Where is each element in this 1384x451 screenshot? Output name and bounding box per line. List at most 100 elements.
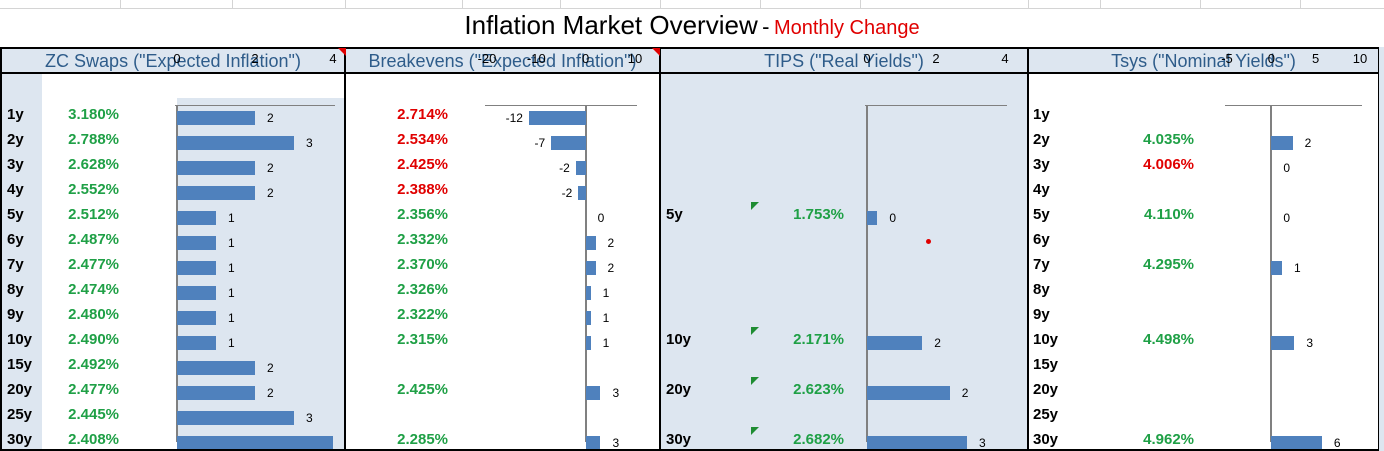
tenor-label: 5y	[1033, 206, 1050, 223]
tenor-label: 9y	[7, 306, 24, 323]
axis-tick-label: -20	[477, 51, 497, 66]
tenor-label: 20y	[1033, 381, 1059, 398]
rate-value: 2.682%	[793, 431, 844, 448]
rate-value: 2.388%	[397, 181, 448, 198]
bar-10y	[1271, 336, 1295, 350]
bar-value-label: 1	[602, 286, 610, 300]
bar-value-label: 3	[306, 411, 313, 425]
rate-value: 2.171%	[793, 331, 844, 348]
note-flag-icon[interactable]	[751, 327, 759, 335]
gridline	[0, 8, 1384, 9]
rate-value: 2.322%	[397, 306, 448, 323]
rate-value: 4.295%	[1143, 256, 1194, 273]
rate-value: 2.370%	[397, 256, 448, 273]
bar-value-label: 1	[1293, 261, 1301, 275]
rate-value: 4.035%	[1143, 131, 1194, 148]
note-flag-icon[interactable]	[751, 202, 759, 210]
bar-value-label: 1	[602, 311, 610, 325]
gridline	[1200, 0, 1201, 8]
axis-tick-label: 0	[173, 51, 181, 66]
bar-8y	[585, 286, 591, 300]
tenor-label: 15y	[7, 356, 33, 373]
rate-value: 2.714%	[397, 106, 448, 123]
rate-value: 2.477%	[68, 381, 119, 398]
bar-15y	[177, 361, 255, 375]
tenor-label: 30y	[7, 431, 33, 448]
bar-5y	[867, 211, 878, 225]
axis-tick-label: 0	[582, 51, 590, 66]
bar-2y	[177, 136, 294, 150]
rate-value: 2.408%	[68, 431, 119, 448]
bar-20y	[585, 386, 601, 400]
tenor-label: 6y	[1033, 231, 1050, 248]
tenor-label: 7y	[7, 256, 24, 273]
tenor-label: 10y	[1033, 331, 1059, 348]
panel-header: TIPS ("Real Yields")	[661, 49, 1027, 74]
bar-10y	[867, 336, 923, 350]
bar-value-label: 2	[607, 261, 615, 275]
tenor-label: 15y	[1033, 356, 1059, 373]
bar-value-label: 2	[934, 336, 941, 350]
rate-value: 2.425%	[397, 381, 448, 398]
bar-10y	[585, 336, 591, 350]
tenor-label: 10y	[7, 331, 33, 348]
value-column	[42, 98, 177, 449]
panel-header: Tsys ("Nominal Yields")	[1029, 49, 1378, 74]
rate-value: 2.356%	[397, 206, 448, 223]
gridline	[120, 0, 121, 8]
tenor-label: 2y	[7, 131, 24, 148]
tenor-label: 7y	[1033, 256, 1050, 273]
bar-6y	[585, 236, 596, 250]
value-column	[346, 98, 659, 449]
rate-value: 2.326%	[397, 281, 448, 298]
bar-8y	[177, 286, 216, 300]
gridline	[345, 0, 346, 8]
bar-4y	[578, 186, 586, 200]
bar-3y	[575, 161, 586, 175]
bar-value-label: 2	[267, 161, 274, 175]
bar-value-label: -7	[534, 136, 546, 150]
gridline	[760, 0, 761, 8]
bar-value-label: 2	[267, 361, 274, 375]
bar-value-label: 2	[961, 386, 969, 400]
gridline	[232, 0, 233, 8]
tenor-label: 3y	[7, 156, 24, 173]
bar-value-label: 3	[306, 136, 313, 150]
rate-value: 2.474%	[68, 281, 119, 298]
note-flag-icon[interactable]	[751, 377, 759, 385]
marker-dot	[926, 239, 931, 244]
rate-value: 2.788%	[68, 131, 119, 148]
panel-breakevens: Breakevens ("Expected Inflation") -20 -10…	[344, 47, 661, 451]
bar-value-label: 3	[612, 386, 620, 400]
tenor-label: 8y	[7, 281, 24, 298]
rate-value: 2.477%	[68, 256, 119, 273]
title-subtitle: Monthly Change	[773, 17, 920, 39]
note-flag-icon[interactable]	[751, 427, 759, 435]
rate-value: 4.498%	[1143, 331, 1194, 348]
bar-value-label: 1	[228, 311, 235, 325]
tenor-label: 8y	[1033, 281, 1050, 298]
panel-tips: TIPS ("Real Yields") 0 2 4 5y 1.753% 10y 2.171…	[659, 47, 1029, 451]
tenor-label: 5y	[666, 206, 683, 223]
rate-value: 4.006%	[1143, 156, 1194, 173]
gridline	[1028, 0, 1029, 8]
tenor-label: 9y	[1033, 306, 1050, 323]
rate-value: 2.490%	[68, 331, 119, 348]
gridline	[660, 0, 661, 8]
axis-band	[661, 74, 1027, 98]
rate-value: 2.487%	[68, 231, 119, 248]
comment-flag-icon[interactable]	[652, 48, 660, 56]
rate-value: 4.962%	[1143, 431, 1194, 448]
sheet-edge	[1378, 47, 1384, 451]
axis-tick-label: 10	[627, 51, 643, 66]
bar-value-label: 3	[979, 436, 986, 450]
tenor-label: 25y	[7, 406, 33, 423]
tenor-label: 4y	[7, 181, 24, 198]
rate-value: 2.285%	[397, 431, 448, 448]
bar-7y	[585, 261, 596, 275]
comment-flag-icon[interactable]	[338, 48, 346, 56]
bar-value-label: 2	[267, 186, 274, 200]
tenor-label: 30y	[1033, 431, 1059, 448]
bar-value-label: 6	[1333, 436, 1341, 450]
tenor-label: 20y	[666, 381, 692, 398]
